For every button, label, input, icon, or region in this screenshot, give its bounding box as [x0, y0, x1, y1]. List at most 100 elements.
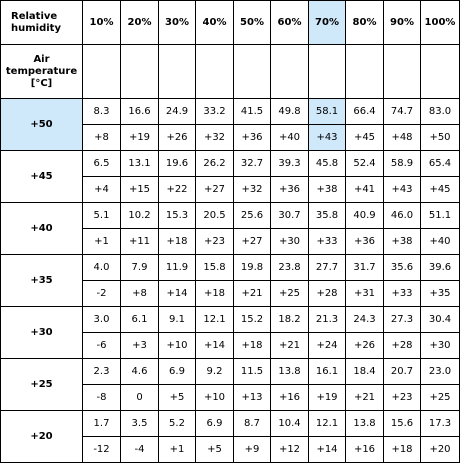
- value-cell-bottom: +25: [270, 280, 309, 307]
- value-cell-bottom: +10: [158, 332, 196, 359]
- value-cell-top: 6.5: [82, 150, 121, 177]
- value-cell-bottom: +21: [270, 332, 309, 359]
- table-row: +8 +19 +26 +32 +36 +40 +43 +45 +48 +50: [1, 124, 460, 151]
- value-cell-bottom: +28: [308, 280, 346, 307]
- value-cell-bottom: +50: [420, 124, 460, 151]
- value-cell-top: 18.2: [270, 306, 309, 333]
- value-cell-bottom: +1: [158, 436, 196, 463]
- value-cell-bottom: -8: [82, 384, 121, 411]
- value-cell-bottom: +18: [233, 332, 271, 359]
- humidity-col-header: 90%: [383, 0, 421, 45]
- value-cell-bottom: +26: [158, 124, 196, 151]
- air-temperature-header-row: Air temperature [°C]: [0, 44, 460, 99]
- value-cell-top: 23.8: [270, 254, 309, 281]
- value-cell-bottom: +45: [345, 124, 384, 151]
- value-cell-bottom: +19: [308, 384, 346, 411]
- value-cell-bottom: +10: [195, 384, 234, 411]
- value-cell-bottom: +22: [158, 176, 196, 203]
- value-cell-bottom: +11: [120, 228, 159, 255]
- temperature-row-header: +40: [0, 202, 83, 255]
- value-cell-bottom: +14: [195, 332, 234, 359]
- value-cell-top: 9.1: [158, 306, 196, 333]
- value-cell-top: 15.3: [158, 202, 196, 229]
- value-cell-bottom: +25: [420, 384, 460, 411]
- value-cell-top: 16.1: [308, 358, 346, 385]
- value-cell-top: 33.2: [195, 98, 234, 125]
- value-cell-top: 4.0: [82, 254, 121, 281]
- value-cell-bottom: +19: [120, 124, 159, 151]
- value-cell-top: 41.5: [233, 98, 271, 125]
- value-cell-top: 27.3: [383, 306, 421, 333]
- value-cell-top: 49.8: [270, 98, 309, 125]
- humidity-col-header: 40%: [195, 0, 234, 45]
- value-cell-bottom: +36: [270, 176, 309, 203]
- temperature-row-header: +25: [0, 358, 83, 411]
- value-cell-top: 19.8: [233, 254, 271, 281]
- value-cell-bottom: +24: [308, 332, 346, 359]
- humidity-header-row: Relative humidity 10% 20% 30% 40% 50% 60…: [0, 0, 460, 45]
- value-cell-bottom: +20: [420, 436, 460, 463]
- value-cell-top: 11.5: [233, 358, 271, 385]
- empty-cell: [420, 44, 460, 99]
- value-cell-bottom: +35: [420, 280, 460, 307]
- value-cell-bottom: +1: [82, 228, 121, 255]
- value-cell-bottom: +40: [420, 228, 460, 255]
- empty-cell: [158, 44, 196, 99]
- value-cell-top: 40.9: [345, 202, 384, 229]
- value-cell-top: 35.6: [383, 254, 421, 281]
- value-cell-top: 15.8: [195, 254, 234, 281]
- humidity-col-header: 80%: [345, 0, 384, 45]
- value-cell-top: 39.6: [420, 254, 460, 281]
- humidity-col-header: 100%: [420, 0, 460, 45]
- corner-line2: humidity: [11, 22, 61, 34]
- table-row: +1 +11 +18 +23 +27 +30 +33 +36 +38 +40: [1, 228, 460, 255]
- value-cell-top: 24.3: [345, 306, 384, 333]
- value-cell-bottom: +38: [383, 228, 421, 255]
- value-cell-bottom: +3: [120, 332, 159, 359]
- value-cell-top: 3.5: [120, 410, 159, 437]
- value-cell-top: 23.0: [420, 358, 460, 385]
- empty-cell: [195, 44, 234, 99]
- value-cell-bottom: -12: [82, 436, 121, 463]
- value-cell-top: 13.8: [345, 410, 384, 437]
- value-cell-top: 15.6: [383, 410, 421, 437]
- humidity-col-header: 10%: [82, 0, 121, 45]
- value-cell-top: 12.1: [195, 306, 234, 333]
- value-cell-top: 8.7: [233, 410, 271, 437]
- value-cell-top: 52.4: [345, 150, 384, 177]
- value-cell-top: 6.9: [195, 410, 234, 437]
- value-cell-top: 83.0: [420, 98, 460, 125]
- value-cell-bottom: +16: [345, 436, 384, 463]
- value-cell-top: 6.9: [158, 358, 196, 385]
- empty-cell: [120, 44, 159, 99]
- value-cell-bottom: +5: [195, 436, 234, 463]
- temperature-row-header: +35: [0, 254, 83, 307]
- value-cell-top: 35.8: [308, 202, 346, 229]
- value-cell-top: 19.6: [158, 150, 196, 177]
- value-cell-top: 20.7: [383, 358, 421, 385]
- humidity-col-header: 30%: [158, 0, 196, 45]
- value-cell-bottom: +13: [233, 384, 271, 411]
- empty-cell: [270, 44, 309, 99]
- value-cell-bottom: +36: [345, 228, 384, 255]
- value-cell-top: 6.1: [120, 306, 159, 333]
- value-cell-top: 3.0: [82, 306, 121, 333]
- value-cell-bottom: +12: [270, 436, 309, 463]
- value-cell-top: 30.7: [270, 202, 309, 229]
- value-cell-bottom: +14: [308, 436, 346, 463]
- value-cell-bottom: +41: [345, 176, 384, 203]
- value-cell-top: 66.4: [345, 98, 384, 125]
- value-cell-bottom: -4: [120, 436, 159, 463]
- humidity-col-header: 50%: [233, 0, 271, 45]
- value-cell-bottom: +28: [383, 332, 421, 359]
- value-cell-top: 27.7: [308, 254, 346, 281]
- value-cell-bottom: +23: [383, 384, 421, 411]
- value-cell-top: 58.1: [308, 98, 346, 125]
- value-cell-top: 15.2: [233, 306, 271, 333]
- value-cell-top: 32.7: [233, 150, 271, 177]
- value-cell-top: 21.3: [308, 306, 346, 333]
- table-row: +50 8.3 16.6 24.9 33.2 41.5 49.8 58.1 66.4 74.7 83…: [0, 98, 460, 151]
- value-cell-bottom: +33: [383, 280, 421, 307]
- value-cell-bottom: +16: [270, 384, 309, 411]
- value-cell-top: 24.9: [158, 98, 196, 125]
